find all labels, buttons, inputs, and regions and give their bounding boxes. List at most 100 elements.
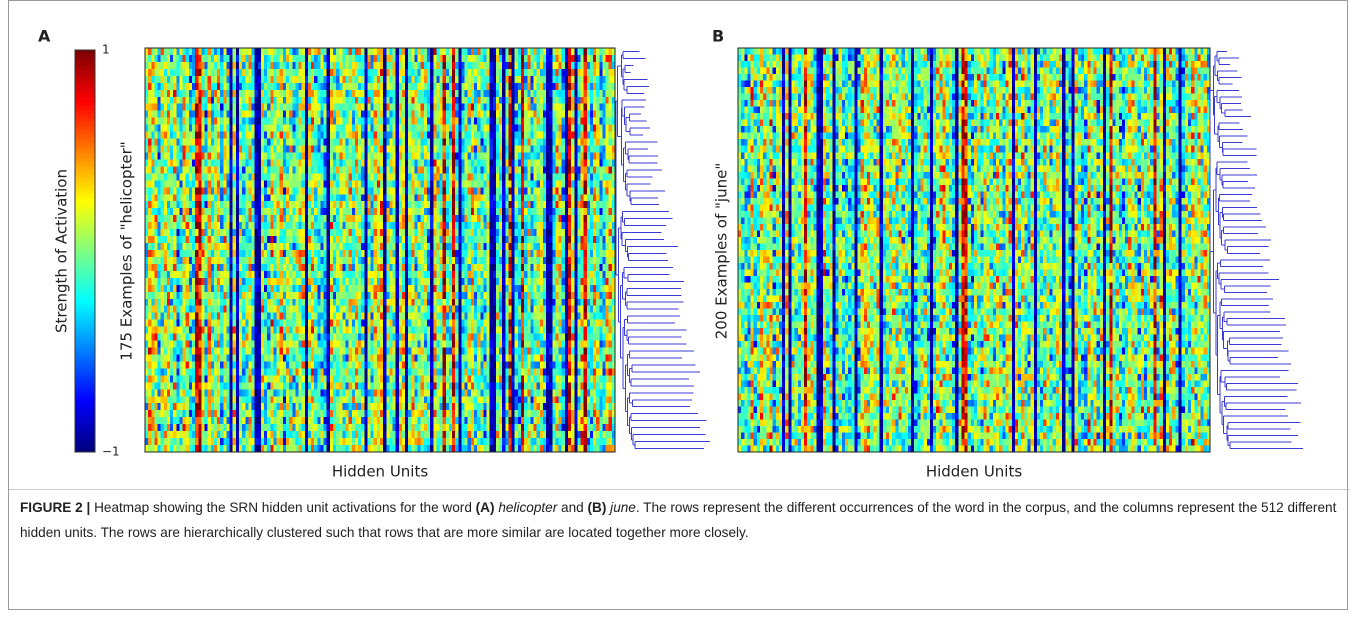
heatmap-cell xyxy=(192,166,196,174)
heatmap-cell xyxy=(226,389,230,397)
heatmap-cell xyxy=(345,222,349,230)
heatmap-cell xyxy=(220,110,224,118)
heatmap-cell xyxy=(154,270,158,279)
heatmap-cell xyxy=(323,382,328,390)
heatmap-cell xyxy=(376,396,381,404)
heatmap-cell xyxy=(239,166,243,174)
heatmap-cell xyxy=(326,243,331,251)
colorbar-label: Strength of Activation xyxy=(53,169,71,333)
heatmap-cell xyxy=(317,152,321,160)
heatmap-cell xyxy=(286,361,290,369)
heatmap-cell xyxy=(401,194,406,202)
heatmap-cell xyxy=(210,319,215,327)
heatmap-cell xyxy=(295,229,299,237)
heatmap-cell xyxy=(351,201,356,209)
heatmap-cell xyxy=(267,291,271,300)
heatmap-cell xyxy=(148,424,152,432)
heatmap-cell xyxy=(226,215,230,223)
heatmap-cell xyxy=(154,166,158,174)
heatmap-cell xyxy=(229,166,234,174)
heatmap-cell xyxy=(276,54,281,63)
heatmap-cell xyxy=(213,291,218,300)
heatmap-cell xyxy=(204,263,208,272)
heatmap-cell xyxy=(226,410,230,418)
heatmap-cell xyxy=(398,236,403,244)
heatmap-cell xyxy=(207,117,212,125)
heatmap-cell xyxy=(151,173,155,181)
heatmap-cell xyxy=(229,103,234,111)
heatmap-cell xyxy=(336,291,340,300)
heatmap-cell xyxy=(370,263,375,272)
heatmap-cell xyxy=(166,68,171,77)
heatmap-cell xyxy=(160,117,165,125)
heatmap-cell xyxy=(235,438,240,446)
heatmap-cell xyxy=(226,403,230,411)
heatmap-cell xyxy=(342,403,346,411)
heatmap-cell xyxy=(264,270,268,279)
heatmap-cell xyxy=(329,54,334,63)
heatmap-cell xyxy=(260,208,265,216)
heatmap-cell xyxy=(223,354,227,362)
heatmap-cell xyxy=(329,173,334,181)
heatmap-cell xyxy=(217,124,221,132)
heatmap-cell xyxy=(398,277,403,286)
heatmap-cell xyxy=(279,284,284,293)
heatmap-cell xyxy=(336,403,340,411)
heatmap-cell xyxy=(204,396,208,404)
heatmap-cell xyxy=(329,410,334,418)
heatmap-cell xyxy=(339,361,343,369)
heatmap-cell xyxy=(248,298,252,307)
heatmap-cell xyxy=(295,333,299,341)
heatmap-cell xyxy=(160,284,165,293)
heatmap-cell xyxy=(301,89,306,98)
heatmap-cell xyxy=(408,89,412,98)
heatmap-cell xyxy=(217,319,221,327)
heatmap-cell xyxy=(392,103,396,111)
heatmap-cell xyxy=(348,354,353,362)
heatmap-cell xyxy=(229,187,234,195)
heatmap-cell xyxy=(392,445,396,453)
colorbar-step xyxy=(75,395,95,400)
heatmap-cell xyxy=(260,54,265,63)
heatmap-cell xyxy=(276,438,281,446)
colorbar-step xyxy=(75,291,95,296)
heatmap-cell xyxy=(163,256,168,265)
heatmap-cell xyxy=(157,277,161,286)
heatmap-cell xyxy=(301,82,306,91)
heatmap-cell xyxy=(392,159,396,167)
heatmap-cell xyxy=(192,312,196,320)
heatmap-cell xyxy=(217,438,221,446)
heatmap-cell xyxy=(207,284,212,293)
heatmap-cell xyxy=(220,354,224,362)
heatmap-cell xyxy=(351,410,356,418)
heatmap-cell xyxy=(207,222,212,230)
heatmap-cell xyxy=(380,410,384,418)
heatmap-cell xyxy=(373,305,378,313)
heatmap-cell xyxy=(395,82,400,91)
heatmap-cell xyxy=(386,89,390,98)
heatmap-cell xyxy=(192,215,196,223)
heatmap-cell xyxy=(326,138,331,146)
heatmap-cell xyxy=(198,347,202,355)
heatmap-cell xyxy=(311,110,315,118)
heatmap-cell xyxy=(145,263,149,272)
heatmap-cell xyxy=(292,431,296,439)
heatmap-cell xyxy=(267,277,271,286)
heatmap-cell xyxy=(267,236,271,244)
heatmap-cell xyxy=(295,117,299,125)
heatmap-cell xyxy=(235,326,240,334)
heatmap-cell xyxy=(361,270,365,279)
heatmap-cell xyxy=(242,89,246,98)
heatmap-cell xyxy=(160,277,165,286)
heatmap-cell xyxy=(264,431,268,439)
heatmap-cell xyxy=(151,131,155,139)
heatmap-cell xyxy=(326,375,331,383)
heatmap-cell xyxy=(376,243,381,251)
heatmap-cell xyxy=(154,354,158,362)
heatmap-cell xyxy=(254,347,259,355)
heatmap-cell xyxy=(220,375,224,383)
heatmap-cell xyxy=(311,312,315,320)
heatmap-cell xyxy=(267,194,271,202)
heatmap-cell xyxy=(276,347,281,355)
heatmap-cell xyxy=(160,96,165,105)
